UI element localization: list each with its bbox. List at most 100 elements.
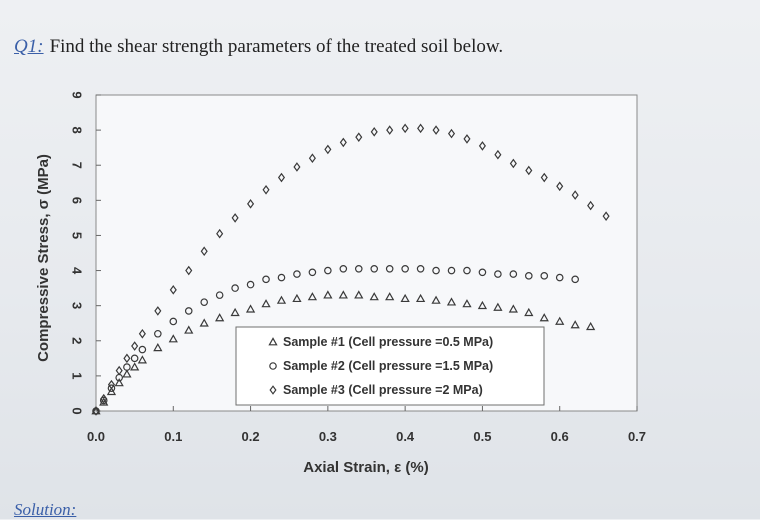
data-point-sample-1 xyxy=(99,397,109,406)
data-point-sample-1 xyxy=(555,316,565,325)
question-number: Q1: xyxy=(14,36,44,57)
data-point-sample-2 xyxy=(401,264,409,273)
question-text: Find the shear strength parameters of th… xyxy=(49,36,504,57)
data-point-sample-3 xyxy=(339,137,347,148)
data-point-sample-3 xyxy=(401,123,409,134)
legend-label-sample-3: Sample #3 (Cell pressure =2 MPa) xyxy=(283,383,483,397)
data-point-sample-3 xyxy=(478,141,486,151)
y-tick-label: 1 xyxy=(70,372,85,379)
data-point-sample-3 xyxy=(200,246,208,257)
x-tick-label: 0.1 xyxy=(164,429,182,444)
legend-box xyxy=(235,326,545,406)
x-tick-label: 0.4 xyxy=(396,429,415,444)
data-point-sample-1 xyxy=(400,293,410,303)
data-point-sample-2 xyxy=(138,345,147,354)
data-point-sample-2 xyxy=(571,275,579,284)
data-point-sample-1 xyxy=(493,302,503,311)
data-point-sample-3 xyxy=(216,228,224,239)
data-point-sample-2 xyxy=(215,291,224,299)
data-point-sample-2 xyxy=(478,268,487,277)
data-point-sample-3 xyxy=(100,393,108,404)
data-point-sample-3 xyxy=(571,190,579,200)
data-point-sample-1 xyxy=(137,355,147,364)
y-tick-label: 9 xyxy=(70,91,85,98)
data-point-sample-3 xyxy=(231,213,239,223)
data-point-sample-2 xyxy=(324,266,332,275)
data-point-sample-2 xyxy=(262,275,270,284)
data-point-sample-2 xyxy=(154,329,162,338)
data-point-sample-2 xyxy=(370,264,379,273)
y-tick-label: 5 xyxy=(70,232,85,239)
data-point-sample-3 xyxy=(370,127,378,137)
data-point-sample-1 xyxy=(276,295,287,304)
data-point-sample-3 xyxy=(432,125,440,135)
data-point-sample-3 xyxy=(262,184,270,195)
data-point-sample-3 xyxy=(355,132,363,142)
data-point-sample-3 xyxy=(169,285,177,295)
question-heading: Q1: Find the shear strength parameters of… xyxy=(14,36,503,58)
data-point-sample-2 xyxy=(184,307,193,315)
x-tick-label: 0.5 xyxy=(473,429,491,444)
data-point-sample-2 xyxy=(524,272,533,280)
legend-marker-sample-1 xyxy=(268,337,278,346)
data-point-sample-3 xyxy=(417,123,425,134)
data-point-sample-1 xyxy=(184,325,194,334)
data-point-sample-2 xyxy=(200,298,209,306)
data-point-sample-1 xyxy=(462,299,472,308)
data-point-sample-3 xyxy=(556,181,564,192)
y-tick-label: 8 xyxy=(70,126,85,133)
data-point-sample-1 xyxy=(323,290,333,299)
series-sample-3 xyxy=(92,123,610,416)
x-axis: 0.0 0.1 0.2 0.3 0.4 0.5 0.6 0.7 xyxy=(87,406,646,444)
data-point-sample-3 xyxy=(247,199,255,209)
data-point-sample-2 xyxy=(99,396,108,405)
x-tick-label: 0.6 xyxy=(551,429,569,444)
data-point-sample-1 xyxy=(130,362,140,371)
data-point-sample-1 xyxy=(369,292,379,301)
x-tick-label: 0.2 xyxy=(242,429,260,444)
legend-marker-sample-2 xyxy=(269,362,277,370)
data-point-sample-1 xyxy=(153,342,163,352)
data-point-sample-2 xyxy=(293,270,301,278)
x-tick-label: 0.0 xyxy=(87,429,105,444)
data-point-sample-3 xyxy=(525,165,533,176)
data-point-sample-1 xyxy=(245,304,256,313)
data-point-sample-1 xyxy=(354,290,364,299)
data-point-sample-1 xyxy=(199,318,209,327)
data-point-sample-2 xyxy=(308,268,317,277)
data-point-sample-2 xyxy=(509,270,518,278)
data-point-sample-1 xyxy=(292,293,302,303)
data-point-sample-2 xyxy=(339,264,348,273)
legend-label-sample-1: Sample #1 (Cell pressure =0.5 MPa) xyxy=(283,335,493,349)
data-point-sample-1 xyxy=(586,321,596,331)
data-point-sample-2 xyxy=(123,363,131,371)
data-point-sample-3 xyxy=(138,328,146,339)
data-point-sample-1 xyxy=(415,293,426,303)
data-point-sample-2 xyxy=(555,273,564,282)
legend-marker-sample-3 xyxy=(269,385,277,395)
data-point-sample-3 xyxy=(123,353,131,364)
x-tick-label: 0.7 xyxy=(628,429,646,444)
data-point-sample-3 xyxy=(602,211,610,221)
data-point-sample-3 xyxy=(308,153,316,164)
data-point-sample-1 xyxy=(446,297,457,306)
data-point-sample-1 xyxy=(539,313,549,322)
data-point-sample-2 xyxy=(463,266,471,275)
data-point-sample-3 xyxy=(509,158,517,169)
x-tick-label: 0.3 xyxy=(319,429,337,444)
data-point-sample-3 xyxy=(463,134,471,144)
data-point-sample-1 xyxy=(307,292,318,301)
data-point-sample-3 xyxy=(540,172,548,183)
data-point-sample-1 xyxy=(477,300,488,310)
y-tick-label: 6 xyxy=(70,197,85,204)
y-tick-label: 7 xyxy=(70,162,85,169)
y-tick-label: 2 xyxy=(70,337,85,344)
data-point-sample-1 xyxy=(114,378,124,387)
data-point-sample-2 xyxy=(540,272,549,280)
solution-label: Solution: xyxy=(14,500,77,519)
data-point-sample-1 xyxy=(122,369,132,378)
data-point-sample-2 xyxy=(416,264,425,273)
data-point-sample-2 xyxy=(385,264,394,273)
y-tick-label: 0 xyxy=(70,407,85,414)
data-point-sample-3 xyxy=(115,365,123,376)
